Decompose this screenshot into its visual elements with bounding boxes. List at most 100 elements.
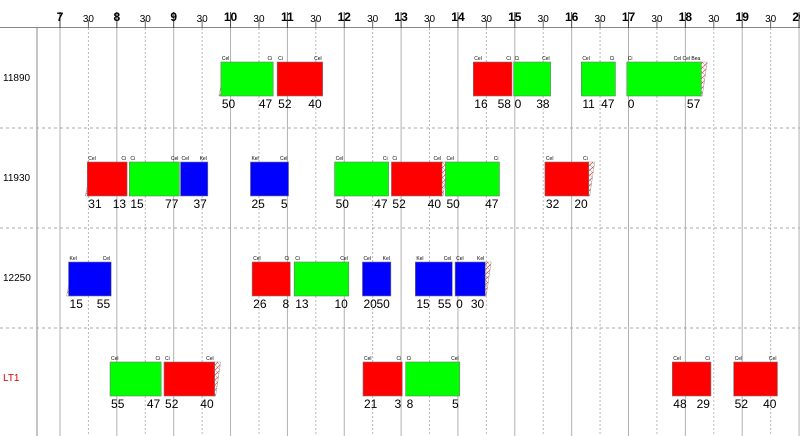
block-bar[interactable] xyxy=(405,361,460,397)
schedule-block[interactable]: Cel Kel 0 30 xyxy=(454,256,492,311)
block-bar[interactable] xyxy=(276,61,323,97)
block-value-end: 30 xyxy=(471,297,485,311)
schedule-block[interactable]: Cel Ci 16 58 xyxy=(472,56,513,111)
block-tag-start: Cel xyxy=(446,156,454,162)
block-value-end: 10 xyxy=(334,297,348,311)
block-bar[interactable] xyxy=(513,61,551,97)
block-tag-start: Cel xyxy=(336,156,344,162)
block-value-end: 55 xyxy=(97,297,111,311)
block-bar[interactable] xyxy=(581,61,616,97)
block-bar[interactable] xyxy=(180,161,209,197)
schedule-block[interactable]: Ci Cel Cel Bea 0 57 xyxy=(626,56,708,111)
hour-label: 18 xyxy=(679,10,693,24)
schedule-block[interactable]: Cel Ci 32 20 xyxy=(544,156,595,211)
block-tag-start: Cel xyxy=(456,256,464,262)
schedule-block[interactable]: Cel Ci 31 13 xyxy=(84,156,128,211)
row-label[interactable]: LT1 xyxy=(3,373,20,384)
schedule-block[interactable]: Kel Cel 15 55 xyxy=(415,256,453,311)
half-hour-label: 30 xyxy=(367,14,379,25)
schedule-block[interactable]: Cel Ci 50 47 xyxy=(334,156,389,211)
block-tag-end: Cel xyxy=(206,356,214,362)
block-bar[interactable] xyxy=(293,261,350,297)
block-value-start: 52 xyxy=(278,97,292,111)
schedule-block[interactable]: Cel Cel 52 40 xyxy=(733,356,778,411)
block-value-start: 52 xyxy=(392,197,406,211)
block-value-end: 40 xyxy=(763,397,777,411)
block-tag-end: Ci xyxy=(583,156,588,162)
block-bar[interactable] xyxy=(250,161,289,197)
half-hour-label: 30 xyxy=(83,14,95,25)
block-bar[interactable] xyxy=(163,361,215,397)
schedule-block[interactable]: Cel Ci 11 47 xyxy=(581,56,616,111)
block-tag-start: Ci xyxy=(165,356,170,362)
block-bar[interactable] xyxy=(671,361,712,397)
schedule-block[interactable]: Kel Cel 15 55 xyxy=(66,256,112,311)
schedule-block[interactable]: Kel Cel 25 5 xyxy=(250,156,289,211)
block-tag-end: Ci xyxy=(506,56,511,62)
block-tag-end: Kel xyxy=(477,256,484,262)
block-bar[interactable] xyxy=(544,161,590,197)
block-bar[interactable] xyxy=(733,361,778,397)
schedule-block[interactable]: Ci Cel 13 10 xyxy=(293,256,350,311)
block-value-start: 31 xyxy=(88,197,102,211)
schedule-block[interactable]: Cel Ci 55 47 xyxy=(109,356,162,411)
block-value-start: 50 xyxy=(222,97,236,111)
schedule-block[interactable]: Cel Kel 37 xyxy=(180,156,209,211)
schedule-block[interactable]: Ci Cel 52 40 xyxy=(276,56,323,111)
block-bar[interactable] xyxy=(334,161,389,197)
block-value-start: 8 xyxy=(407,397,414,411)
row-label[interactable]: 11930 xyxy=(3,173,31,184)
block-tag-end: Cel xyxy=(769,356,777,362)
block-value-start: 21 xyxy=(364,397,378,411)
block-tag-start: Cel xyxy=(222,56,230,62)
block-tag-start: Cel xyxy=(111,356,119,362)
block-value-end: 3 xyxy=(395,397,402,411)
block-bar[interactable] xyxy=(251,261,291,297)
schedule-block[interactable]: Cel Ci 50 47 xyxy=(445,156,500,211)
block-bar[interactable] xyxy=(362,261,392,297)
block-value-end: 47 xyxy=(601,97,615,111)
block-bar[interactable] xyxy=(454,261,486,297)
schedule-block[interactable]: Ci Cel 8 5 xyxy=(405,356,460,411)
block-tag-end: Cel xyxy=(103,256,111,262)
block-bar[interactable] xyxy=(220,61,274,97)
schedule-block[interactable]: Cel Ci 21 3 xyxy=(362,356,403,411)
schedule-row: 11930 Cel Ci 31 13 Ci Cel 15 77 Cel Kel 37 Kel Cel 25 5… xyxy=(0,127,800,211)
block-bar[interactable] xyxy=(626,61,702,97)
row-label[interactable]: 11890 xyxy=(3,73,31,84)
block-bar[interactable] xyxy=(415,261,453,297)
schedule-block[interactable]: Cel Ci 26 8 xyxy=(251,256,291,311)
block-value-start: 16 xyxy=(474,97,488,111)
block-bar[interactable] xyxy=(129,161,180,197)
block-bar[interactable] xyxy=(68,261,112,297)
block-bar[interactable] xyxy=(86,161,128,197)
block-bar[interactable] xyxy=(362,361,403,397)
hour-label: 17 xyxy=(622,10,636,24)
hour-label: 20 xyxy=(792,10,800,24)
schedule-block[interactable]: Ci Cel 52 40 xyxy=(391,156,449,211)
block-tag-end: Cel Cel Bea xyxy=(674,56,701,62)
block-bar[interactable] xyxy=(391,161,443,197)
block-tag-end: Cel xyxy=(171,156,179,162)
schedule-block[interactable]: Cel Ci 50 47 xyxy=(218,56,274,111)
schedule-block[interactable]: Ci Cel 15 77 xyxy=(129,156,180,211)
block-tag-end: Ci xyxy=(494,156,499,162)
schedule-block[interactable]: Ci Cel 0 38 xyxy=(513,56,551,111)
block-bar[interactable] xyxy=(472,61,513,97)
block-tag-start: Cel xyxy=(364,356,372,362)
block-tag-end: Kel xyxy=(383,256,390,262)
schedule-block[interactable]: Ci Cel 52 40 xyxy=(163,356,221,411)
row-label[interactable]: 12250 xyxy=(3,273,31,284)
hour-label: 15 xyxy=(508,10,522,24)
schedule-block[interactable]: Cel Ci 48 29 xyxy=(671,356,712,411)
block-bar[interactable] xyxy=(109,361,162,397)
schedule-block[interactable]: Cel Kel 20 50 xyxy=(362,256,392,311)
half-hour-label: 30 xyxy=(765,14,777,25)
block-value-end: 29 xyxy=(697,397,711,411)
block-bar[interactable] xyxy=(445,161,500,197)
block-value-end: 50 xyxy=(377,297,391,311)
half-hour-label: 30 xyxy=(481,14,493,25)
block-value-start: 55 xyxy=(111,397,125,411)
